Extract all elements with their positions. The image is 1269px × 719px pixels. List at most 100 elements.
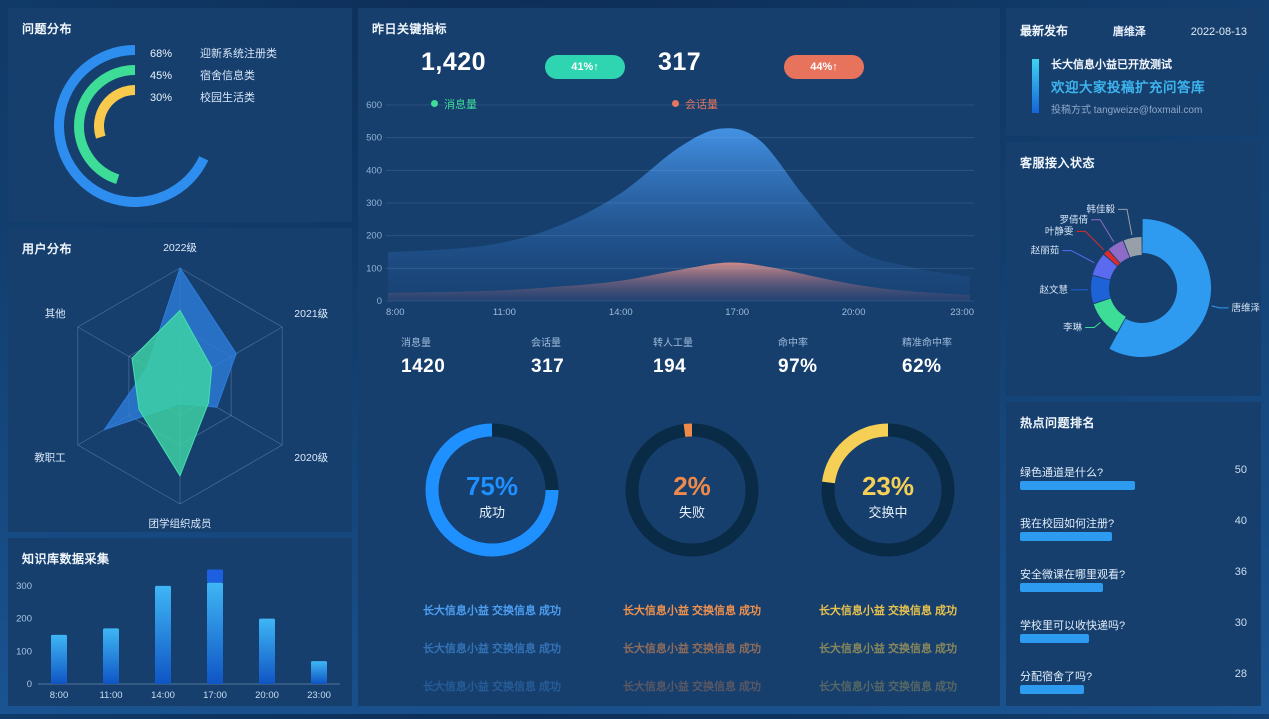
panel-hot-questions: 热点问题排名 绿色通道是什么? 50 我在校园如何注册? 40 安全微课在哪里观… (1006, 402, 1261, 706)
gauge-percent: 2% (673, 471, 711, 501)
hot-question-row[interactable]: 我在校园如何注册? 40 (1020, 515, 1247, 566)
gauge-交换中: 23% 交换中 (803, 412, 973, 570)
legend-item[interactable]: 68% 迎新系统注册类 (150, 44, 277, 64)
bar (311, 661, 327, 684)
x-tick-label: 11:00 (99, 690, 122, 701)
donut-leader (1118, 209, 1132, 235)
legend-item[interactable]: 45% 宿舍信息类 (150, 66, 255, 86)
hot-question-bar (1020, 532, 1112, 541)
x-tick-label: 17:00 (203, 690, 227, 701)
panel-title: 热点问题排名 (1020, 414, 1095, 431)
hot-question-count: 40 (1235, 515, 1247, 527)
y-tick-label: 0 (27, 679, 32, 690)
stat-label: 消息量 (401, 334, 445, 349)
stat-label: 转人工量 (653, 334, 693, 349)
stat-value: 317 (531, 356, 564, 378)
donut-segment-唐维泽[interactable] (1109, 219, 1211, 357)
y-tick-label: 600 (366, 100, 382, 111)
kpi-message-badge: 41%↑ (545, 55, 625, 79)
legend-label: 宿舍信息类 (200, 70, 255, 82)
radar-axis-label: 2022级 (163, 242, 197, 254)
hot-question-bar (1020, 634, 1089, 643)
bar (155, 586, 171, 684)
legend-item[interactable]: 30%校园生活类 (150, 88, 255, 108)
hot-question-bar (1020, 685, 1084, 694)
hot-question-row[interactable]: 绿色通道是什么? 50 (1020, 464, 1247, 515)
legend-label: 校园生活类 (200, 92, 255, 104)
news-content: 长大信息小益已开放测试 欢迎大家投稿扩充问答库 投稿方式 tangweize@f… (1051, 56, 1205, 116)
stat-4: 精准命中率 62% (902, 334, 952, 378)
stat-value: 62% (902, 356, 952, 378)
gauge-label: 交换中 (868, 505, 907, 520)
x-tick-label: 23:00 (950, 307, 974, 318)
x-tick-label: 11:00 (493, 307, 516, 318)
legend-label: 迎新系统注册类 (200, 48, 277, 60)
gauge-成功: 75%成功 (407, 412, 577, 570)
x-tick-label: 14:00 (151, 690, 175, 701)
radar-axis-label: 团学组织成员 (149, 517, 212, 530)
donut-label: 韩佳毅 (1086, 203, 1115, 215)
hot-question-count: 30 (1235, 617, 1247, 629)
hot-question-row[interactable]: 学校里可以收快递吗? 30 (1020, 617, 1247, 668)
hot-question-bar (1020, 583, 1103, 592)
news-header: 最新发布 唐维泽 2022-08-13 (1020, 22, 1247, 39)
hot-question-text: 安全微课在哪里观看? (1020, 566, 1125, 582)
stat-1: 会话量 317 (531, 334, 564, 378)
panel-title: 最新发布 (1020, 22, 1068, 39)
donut-leader (1212, 306, 1229, 308)
hot-question-row[interactable]: 安全微课在哪里观看? 36 (1020, 566, 1247, 617)
y-tick-label: 100 (16, 646, 32, 657)
legend-pct: 45% (150, 70, 186, 82)
kpi-session-badge: 44%↑ (784, 55, 864, 79)
hot-question-text: 绿色通道是什么? (1020, 464, 1103, 480)
bar (259, 619, 275, 684)
hot-question-count: 50 (1235, 464, 1247, 476)
hot-question-text: 学校里可以收快递吗? (1020, 617, 1125, 633)
news-accent-bar (1032, 59, 1039, 113)
y-tick-label: 300 (16, 581, 32, 592)
news-line-2: 欢迎大家投稿扩充问答库 (1051, 76, 1205, 96)
problem-arcs-chart (8, 8, 352, 222)
news-date: 2022-08-13 (1191, 26, 1247, 38)
gauge-percent: 23% (862, 471, 914, 501)
hot-question-text: 分配宿舍了吗? (1020, 668, 1092, 684)
donut-label: 罗倩倩 (1060, 214, 1089, 226)
donut-segment-赵文慧[interactable] (1091, 276, 1111, 304)
hot-question-count: 28 (1235, 668, 1247, 680)
donut-leader (1076, 231, 1103, 249)
y-tick-label: 0 (377, 296, 382, 307)
bar-cap (207, 570, 223, 583)
radar-axis-label: 2020级 (294, 452, 328, 464)
bar (103, 628, 119, 684)
news-item[interactable]: 长大信息小益已开放测试 欢迎大家投稿扩充问答库 投稿方式 tangweize@f… (1032, 56, 1251, 116)
y-tick-label: 100 (366, 263, 382, 274)
y-tick-label: 200 (366, 231, 382, 242)
legend-pct: 68% (150, 48, 186, 60)
x-tick-label: 8:00 (386, 307, 405, 318)
kpi-session-count: 317 (658, 48, 701, 77)
x-tick-label: 20:00 (255, 690, 279, 701)
bar (51, 635, 67, 684)
y-tick-label: 200 (16, 614, 32, 625)
y-tick-label: 500 (366, 133, 382, 144)
panel-agent-status: 客服接入状态 唐维泽李琳赵文慧赵丽茹叶静雯罗倩倩韩佳毅 (1006, 142, 1261, 396)
bar (207, 583, 223, 684)
donut-leader (1085, 322, 1100, 327)
stat-value: 1420 (401, 356, 445, 378)
kpi-message-count: 1,420 (421, 48, 486, 77)
hot-question-text: 我在校园如何注册? (1020, 515, 1114, 531)
x-tick-label: 20:00 (842, 307, 866, 318)
panel-latest-release: 最新发布 唐维泽 2022-08-13 长大信息小益已开放测试 欢迎大家投稿扩充… (1006, 8, 1261, 136)
x-tick-label: 8:00 (50, 690, 69, 701)
donut-leader (1062, 251, 1094, 263)
ticker-line: 长大信息小益 交换信息 成功 (768, 640, 1008, 656)
stat-label: 精准命中率 (902, 334, 952, 349)
hot-question-row[interactable]: 分配宿舍了吗? 28 (1020, 668, 1247, 719)
